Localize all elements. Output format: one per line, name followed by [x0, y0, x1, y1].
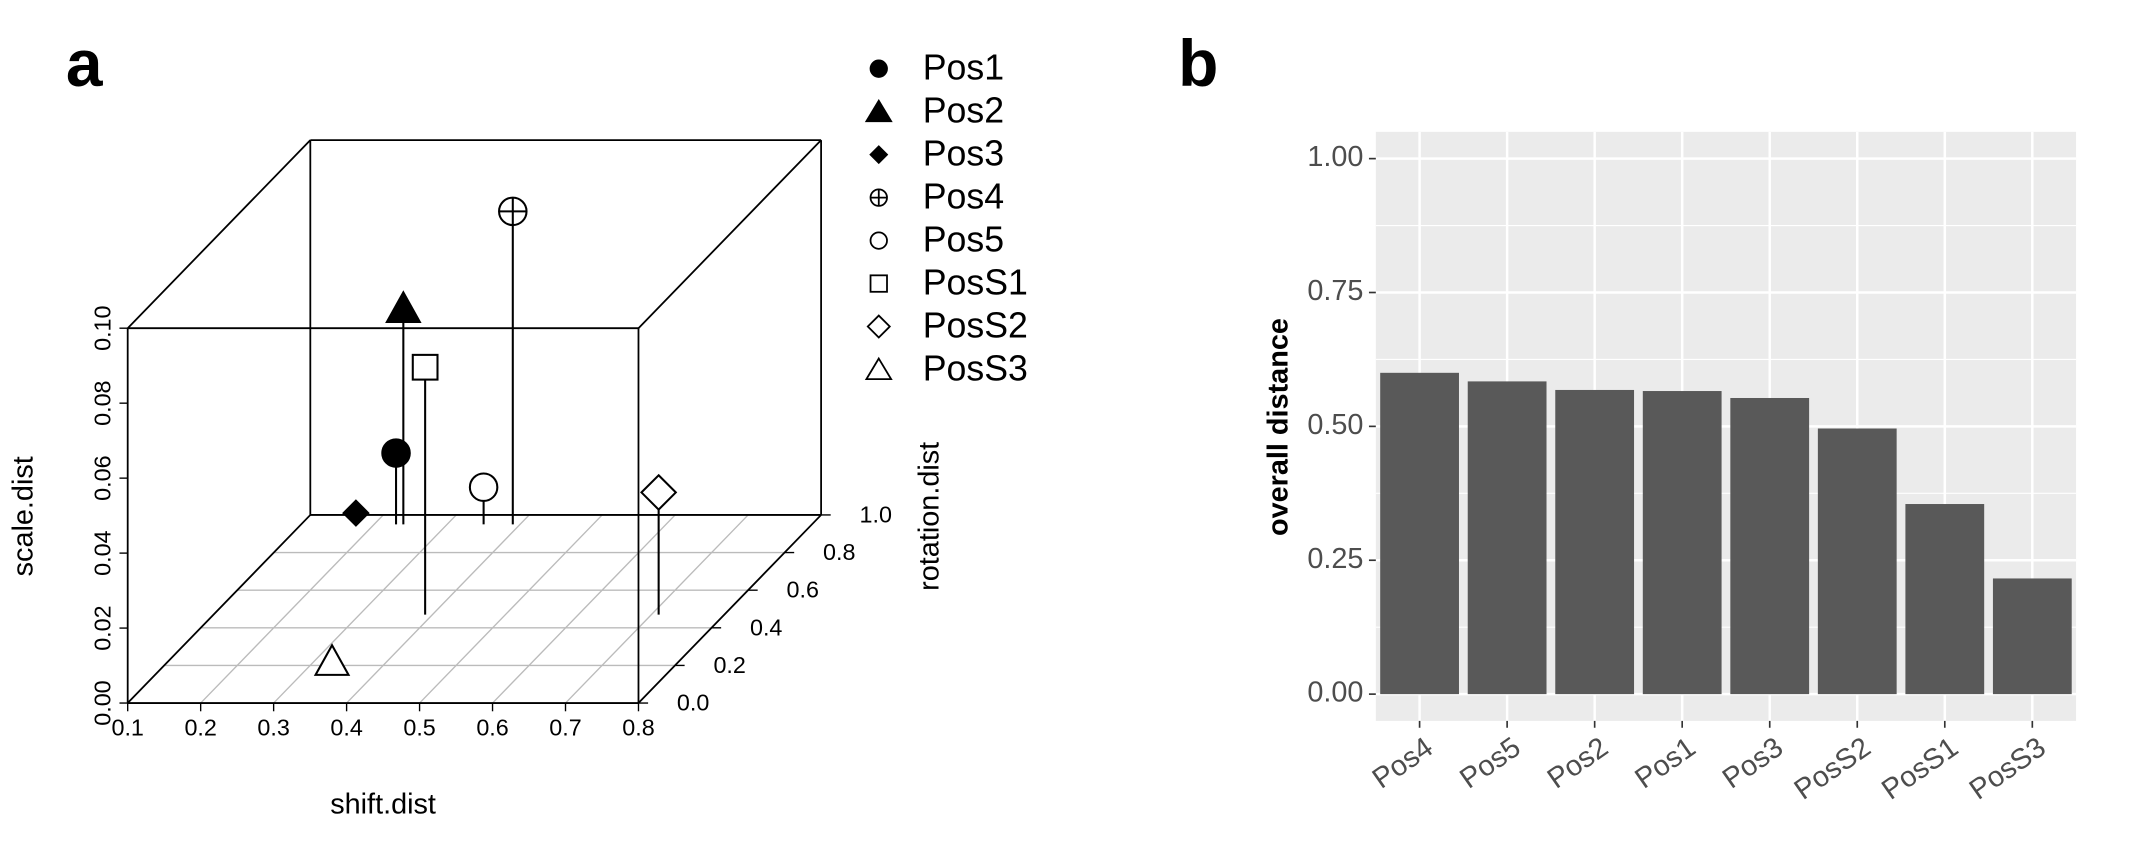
x-tick-label: 0.8 — [622, 714, 654, 740]
legend-label: PosS1 — [923, 262, 1028, 302]
x-tick-label: 0.5 — [403, 714, 435, 740]
y-axis-label: rotation.dist — [914, 442, 946, 591]
bar — [1730, 397, 1810, 695]
grid-line — [492, 514, 676, 704]
marker — [640, 473, 678, 512]
legend-label: PosS2 — [923, 305, 1028, 345]
box-edge — [637, 139, 822, 329]
z-tick-label: 0.00 — [90, 680, 116, 725]
y-tick-label: 0.25 — [1307, 543, 1363, 575]
grid-line — [200, 514, 384, 704]
legend-marker — [869, 231, 888, 250]
legend-label: PosS3 — [923, 348, 1028, 388]
z-tick-label: 0.02 — [90, 605, 116, 650]
marker — [342, 499, 370, 527]
legend-label: Pos1 — [923, 47, 1004, 87]
z-tick-label: 0.08 — [90, 380, 116, 425]
marker — [468, 472, 499, 502]
legend-marker — [869, 274, 888, 293]
legend-marker — [869, 59, 888, 78]
y-tick-label: 1.0 — [860, 501, 892, 527]
y-tick-label: 0.2 — [713, 652, 745, 678]
grid-line — [419, 514, 603, 704]
box-edge — [637, 514, 822, 704]
panel-label: b — [1178, 26, 1218, 100]
legend-marker — [864, 98, 893, 123]
bar — [1992, 578, 2072, 695]
z-tick-label: 0.10 — [90, 305, 116, 350]
bar — [1380, 372, 1459, 695]
y-tick-label: 0.8 — [823, 539, 855, 565]
bar — [1642, 391, 1722, 695]
bar — [1555, 389, 1635, 695]
marker — [385, 290, 422, 324]
bar — [1467, 381, 1547, 695]
legend-label: Pos2 — [923, 90, 1004, 130]
x-tick-label: 0.6 — [476, 714, 508, 740]
bar — [1817, 428, 1897, 695]
x-tick-label: 0.4 — [330, 714, 362, 740]
legend-label: Pos3 — [923, 133, 1004, 173]
x-axis-label: shift.dist — [330, 789, 436, 821]
marker — [411, 353, 439, 381]
legend-label: Pos4 — [923, 176, 1004, 216]
legend-marker — [869, 145, 889, 165]
x-tick-label: 0.3 — [257, 714, 289, 740]
marker — [381, 438, 411, 468]
grid-line — [346, 514, 530, 704]
y-tick-label: 0.50 — [1307, 409, 1363, 441]
x-tick-label: 0.7 — [549, 714, 581, 740]
z-tick-label: 0.04 — [90, 530, 116, 575]
y-tick-label: 0.4 — [750, 614, 782, 640]
x-tick-label: 0.1 — [111, 714, 143, 740]
z-axis-label: scale.dist — [7, 456, 39, 576]
z-tick-label: 0.06 — [90, 455, 116, 500]
y-tick-label: 1.00 — [1307, 141, 1363, 173]
legend-marker — [864, 356, 893, 381]
box-edge — [127, 139, 311, 329]
marker — [313, 643, 351, 676]
y-tick-label: 0.0 — [677, 690, 709, 716]
legend-label: Pos5 — [923, 219, 1004, 259]
y-axis-label: overall distance — [1262, 318, 1294, 536]
grid-line — [565, 514, 749, 704]
y-tick-label: 0.00 — [1307, 677, 1363, 709]
panel-label: a — [66, 26, 104, 100]
bar — [1905, 504, 1985, 695]
y-tick-label: 0.75 — [1307, 275, 1363, 307]
legend-marker — [866, 314, 892, 339]
x-tick-label: 0.2 — [184, 714, 216, 740]
y-tick-label: 0.6 — [786, 577, 818, 603]
box-edge — [127, 514, 311, 704]
